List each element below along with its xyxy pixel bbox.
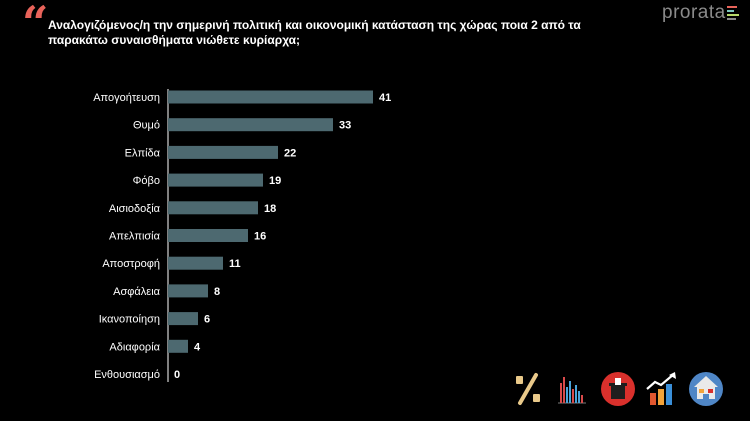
bar	[168, 339, 188, 353]
brand-bar	[727, 6, 737, 8]
category-label: Αισιοδοξία	[109, 203, 161, 215]
data-label: 33	[339, 120, 351, 132]
bar	[168, 118, 333, 132]
category-label: Ικανοποίηση	[99, 314, 160, 326]
category-label: Αδιαφορία	[109, 341, 160, 353]
category-label: Απογοήτευση	[93, 92, 160, 104]
category-label: Ασφάλεια	[113, 286, 160, 298]
brand-bar	[727, 10, 734, 12]
category-label: Θυμό	[133, 120, 160, 132]
ballot-box-icon	[601, 372, 635, 406]
data-label: 19	[269, 175, 281, 187]
bar	[168, 173, 263, 187]
quote-mark: “	[22, 0, 49, 50]
category-label: Ελπίδα	[125, 147, 161, 159]
data-label: 0	[174, 369, 180, 381]
category-label: Φόβο	[133, 175, 160, 187]
bar	[168, 145, 278, 159]
bar	[168, 312, 198, 326]
category-label: Αποστροφή	[102, 258, 160, 270]
brand-bar	[727, 18, 736, 20]
data-label: 8	[214, 286, 220, 298]
data-label: 41	[379, 92, 391, 104]
bar	[168, 284, 208, 298]
category-label: Απελπισία	[109, 231, 161, 243]
brand-bars-icon	[727, 6, 739, 20]
house-icon	[689, 372, 723, 406]
data-label: 11	[229, 258, 241, 270]
brand-bar	[727, 14, 739, 16]
data-label: 18	[264, 203, 276, 215]
bar	[168, 256, 223, 270]
bar	[168, 229, 248, 242]
brand-logo: prorata	[662, 2, 726, 23]
bar-chart-icon	[558, 377, 586, 404]
data-label: 6	[204, 314, 210, 326]
data-label: 22	[284, 147, 296, 159]
category-label: Ενθουσιασμό	[94, 369, 160, 381]
question-title: Αναλογιζόμενος/η την σημερινή πολιτική κ…	[48, 18, 581, 47]
bar	[168, 90, 373, 104]
data-label: 16	[254, 231, 266, 243]
data-label: 4	[194, 341, 201, 353]
percent-icon	[516, 373, 540, 405]
bar	[168, 201, 258, 215]
trend-up-icon	[646, 372, 676, 405]
